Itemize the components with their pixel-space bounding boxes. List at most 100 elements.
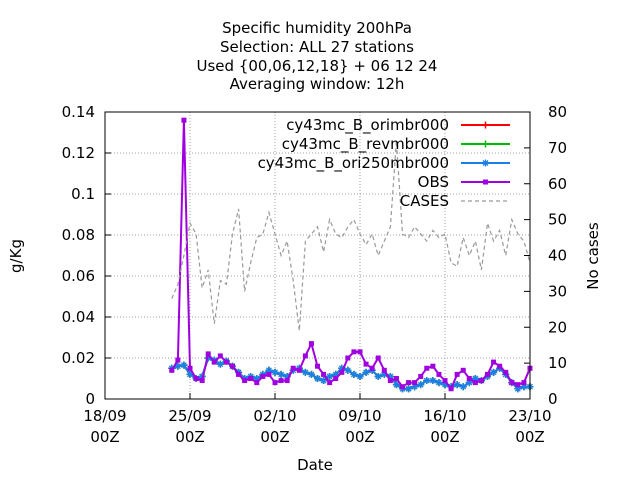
data-point bbox=[453, 381, 461, 389]
data-point bbox=[466, 376, 472, 381]
data-point bbox=[199, 378, 205, 384]
data-point bbox=[175, 357, 181, 363]
series-obs bbox=[169, 117, 533, 392]
legend-label: CASES bbox=[400, 192, 449, 210]
data-point bbox=[442, 378, 448, 384]
data-point bbox=[472, 380, 478, 386]
data-point bbox=[375, 355, 381, 361]
y-axis-label: g/Kg bbox=[7, 239, 25, 273]
y-tick-label: 0.1 bbox=[71, 185, 95, 203]
data-point bbox=[393, 376, 399, 381]
title-line-1: Specific humidity 200hPa bbox=[222, 19, 412, 37]
x-tick-label: 09/10 bbox=[338, 407, 381, 425]
data-point bbox=[483, 179, 488, 185]
y-tick-label: 0.06 bbox=[62, 267, 95, 285]
data-point bbox=[392, 381, 400, 389]
y2-tick-label: 60 bbox=[548, 175, 567, 193]
data-point bbox=[242, 378, 248, 384]
y2-tick-label: 80 bbox=[548, 103, 567, 121]
series-cases bbox=[171, 140, 531, 331]
data-point bbox=[193, 376, 199, 381]
data-point bbox=[321, 371, 327, 377]
y-tick-label: 0.04 bbox=[62, 308, 95, 326]
data-point bbox=[436, 371, 442, 377]
data-point bbox=[248, 376, 254, 381]
data-point bbox=[205, 351, 211, 357]
y-tick-label: 0.14 bbox=[62, 103, 95, 121]
data-point bbox=[265, 366, 273, 374]
data-point bbox=[307, 370, 315, 378]
data-point bbox=[405, 385, 413, 393]
data-point bbox=[429, 377, 437, 385]
data-point bbox=[412, 380, 418, 386]
data-point bbox=[448, 386, 454, 392]
data-point bbox=[223, 359, 229, 365]
title-line-2: Selection: ALL 27 stations bbox=[220, 38, 414, 56]
data-point bbox=[471, 375, 479, 382]
series-line bbox=[171, 140, 531, 331]
axes: 0 0.02 0.04 0.06 0.08 0.1 0.12 0.14 0 10 20 30 40 50 6… bbox=[62, 103, 568, 446]
data-point bbox=[418, 373, 424, 379]
data-point bbox=[386, 372, 394, 380]
y-tick-label: 0.02 bbox=[62, 349, 95, 367]
data-point bbox=[181, 117, 187, 123]
x-tick-label: 18/09 bbox=[83, 407, 126, 425]
data-point bbox=[478, 378, 484, 384]
data-point bbox=[497, 363, 503, 369]
data-point bbox=[326, 372, 334, 380]
data-point bbox=[236, 371, 242, 377]
data-point bbox=[217, 353, 223, 359]
data-point bbox=[283, 372, 291, 380]
data-point bbox=[482, 121, 489, 129]
data-point bbox=[521, 380, 527, 386]
data-point bbox=[357, 349, 363, 355]
data-point bbox=[266, 371, 272, 377]
y-tick-label: 0.08 bbox=[62, 226, 95, 244]
data-point bbox=[380, 370, 388, 378]
data-point bbox=[490, 368, 498, 376]
data-point bbox=[230, 363, 235, 369]
data-point bbox=[315, 363, 320, 369]
data-point bbox=[211, 359, 217, 365]
grid-lines bbox=[105, 112, 530, 399]
y-tick-label: 0 bbox=[85, 390, 95, 408]
data-point bbox=[320, 377, 328, 385]
x-tick-label: 00Z bbox=[345, 428, 374, 446]
data-point bbox=[278, 378, 284, 384]
data-point bbox=[363, 361, 369, 367]
data-point bbox=[351, 349, 357, 355]
data-point bbox=[260, 373, 266, 379]
data-point bbox=[515, 382, 521, 388]
x-tick-label: 00Z bbox=[90, 428, 119, 446]
data-point bbox=[509, 380, 515, 386]
data-point bbox=[356, 372, 364, 380]
data-point bbox=[482, 140, 489, 148]
data-point bbox=[187, 365, 193, 371]
legend-label: OBS bbox=[418, 173, 449, 191]
x-tick-label: 16/10 bbox=[423, 407, 466, 425]
data-point bbox=[459, 383, 467, 391]
legend-label: cy43mc_B_revmbr000 bbox=[282, 135, 449, 154]
data-point bbox=[350, 370, 358, 378]
x-tick-label: 00Z bbox=[260, 428, 289, 446]
legend: cy43mc_B_orimbr000cy43mc_B_revmbr000cy43… bbox=[258, 116, 510, 210]
data-point bbox=[277, 370, 285, 378]
data-point bbox=[503, 369, 509, 375]
data-point bbox=[180, 361, 188, 369]
legend-label: cy43mc_B_ori250mbr000 bbox=[258, 154, 449, 173]
y2-tick-label: 30 bbox=[548, 282, 567, 300]
y2-tick-label: 40 bbox=[548, 247, 567, 265]
data-point bbox=[411, 383, 419, 391]
data-point bbox=[482, 159, 489, 167]
data-point bbox=[339, 369, 345, 375]
x-tick-label: 00Z bbox=[515, 428, 544, 446]
data-point bbox=[332, 370, 340, 378]
x-tick-label: 00Z bbox=[430, 428, 459, 446]
chart-title: Specific humidity 200hPa Selection: ALL … bbox=[197, 19, 438, 93]
data-point bbox=[301, 368, 309, 376]
data-point bbox=[424, 365, 430, 371]
data-point bbox=[423, 377, 431, 385]
data-point bbox=[327, 380, 333, 386]
